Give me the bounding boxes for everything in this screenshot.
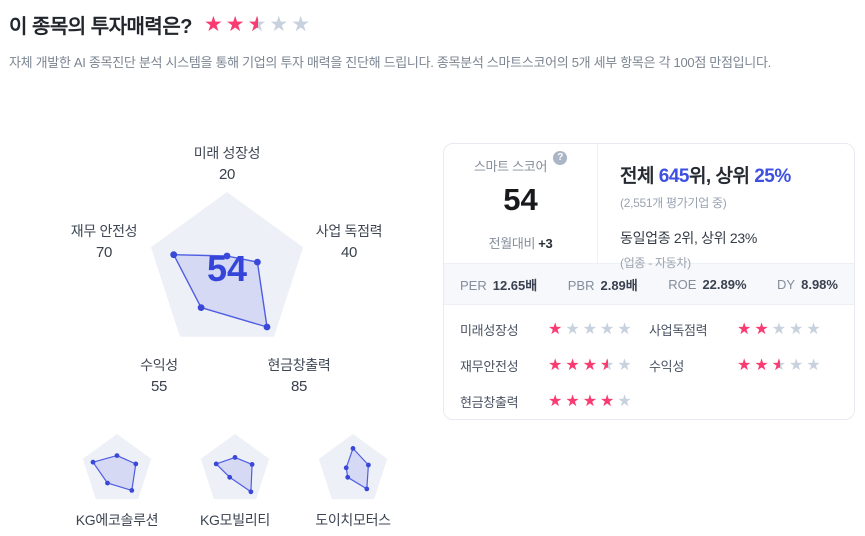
- star-rating: ★ ★ ★ ★ ★: [548, 320, 632, 338]
- smart-score-summary: 스마트 스코어 ? 54 전월대비 +3: [444, 144, 598, 263]
- peer-name: KG모빌리티: [200, 512, 270, 528]
- rating-cash-generation: 현금창출력 ★ ★ ★ ★ ★: [460, 392, 632, 410]
- metric-roe: ROE 22.89%: [668, 276, 747, 292]
- peer-deutsch-motors[interactable]: 도이치모터스: [298, 431, 408, 530]
- peer-name: KG에코솔루션: [75, 512, 159, 528]
- rating-business-monopoly: 사업독점력 ★ ★ ★ ★ ★: [649, 320, 821, 338]
- axis-business-monopoly: 사업 독점력 40: [315, 223, 383, 261]
- overall-star-rating: ★ ★ ★ ★ ★ ★: [203, 13, 311, 36]
- overall-rank-line: 전체 645위, 상위 25%: [620, 166, 791, 187]
- smart-score-value: 54: [503, 181, 538, 217]
- radar-chart-svg: [150, 192, 304, 337]
- rating-future-growth: 미래성장성 ★ ★ ★ ★ ★: [460, 320, 632, 338]
- peer-kg-mobility[interactable]: KG모빌리티: [180, 431, 290, 530]
- page-title: 이 종목의 투자매력은?: [9, 16, 192, 38]
- help-icon[interactable]: ?: [553, 150, 568, 165]
- smart-score-label: 스마트 스코어: [473, 158, 548, 174]
- axis-profitability: 수익성 55: [140, 357, 178, 395]
- peer-comparison-row: KG에코솔루션 KG모빌리티 도이치모터스: [62, 431, 408, 530]
- metric-pbr: PBR 2.89배: [567, 277, 638, 293]
- metric-dy: DY 8.98%: [777, 276, 838, 292]
- axis-cash-generation: 현금창출력 85: [267, 357, 331, 395]
- metric-per: PER 12.65배: [460, 277, 538, 293]
- mom-delta: +3: [538, 235, 553, 251]
- rank-universe-note: (2,551개 평가기업 중): [620, 196, 727, 210]
- star-rating: ★ ★ ★ ★ ★: [737, 320, 821, 338]
- rating-profitability: 수익성 ★ ★ ★ ★ ★ ★: [649, 356, 821, 374]
- peer-name: 도이치모터스: [315, 512, 391, 528]
- section-description: 자체 개발한 AI 종목진단 분석 시스템을 통해 기업의 투자 매력을 진단해…: [9, 55, 771, 70]
- axis-future-growth: 미래 성장성 20: [193, 145, 261, 183]
- section-header: 이 종목의 투자매력은? ★ ★ ★ ★ ★ ★ 자체 개발한 AI 종목진단 분석 시스…: [9, 10, 855, 71]
- rank-percentile: 25%: [754, 166, 791, 187]
- rank-value: 645: [658, 166, 690, 187]
- star-rating: ★ ★ ★ ★ ★: [548, 392, 632, 410]
- peer-radar-svg: [82, 434, 152, 500]
- peer-radar-svg: [200, 434, 270, 500]
- ranking-summary: 전체 645위, 상위 25% (2,551개 평가기업 중) 동일업종 2위,…: [598, 144, 854, 270]
- valuation-metrics-row: PER 12.65배 PBR 2.89배 ROE 22.89% DY 8.98%: [444, 263, 854, 305]
- smart-score-radar-chart: 미래 성장성 20 사업 독점력 40 현금창출력 85 수익성 55 재무 안전성 70…: [40, 135, 420, 415]
- star-rating: ★ ★ ★ ★ ★ ★: [737, 356, 821, 374]
- axis-financial-stability: 재무 안전성 70: [70, 223, 138, 261]
- industry-rank-line: 동일업종 2위, 상위 23%: [620, 230, 758, 246]
- month-over-month: 전월대비 +3: [488, 235, 553, 251]
- radar-center-score: 54: [206, 248, 248, 289]
- star-rating: ★ ★ ★ ★ ★ ★: [548, 356, 632, 374]
- peer-kg-ecosolution[interactable]: KG에코솔루션: [62, 431, 172, 530]
- industry-note: (업종 - 자동차): [620, 256, 691, 270]
- smart-score-card: 스마트 스코어 ? 54 전월대비 +3 전체 645위, 상위 25% (2,5…: [443, 143, 855, 420]
- peer-radar-svg: [318, 434, 388, 500]
- rating-financial-stability: 재무안전성 ★ ★ ★ ★ ★ ★: [460, 356, 632, 374]
- factor-ratings-grid: 미래성장성 ★ ★ ★ ★ ★ 사업독점력 ★ ★ ★ ★ ★ 재무안전성 ★ ★ ★ ★ ★ ★ 수익성…: [444, 305, 854, 411]
